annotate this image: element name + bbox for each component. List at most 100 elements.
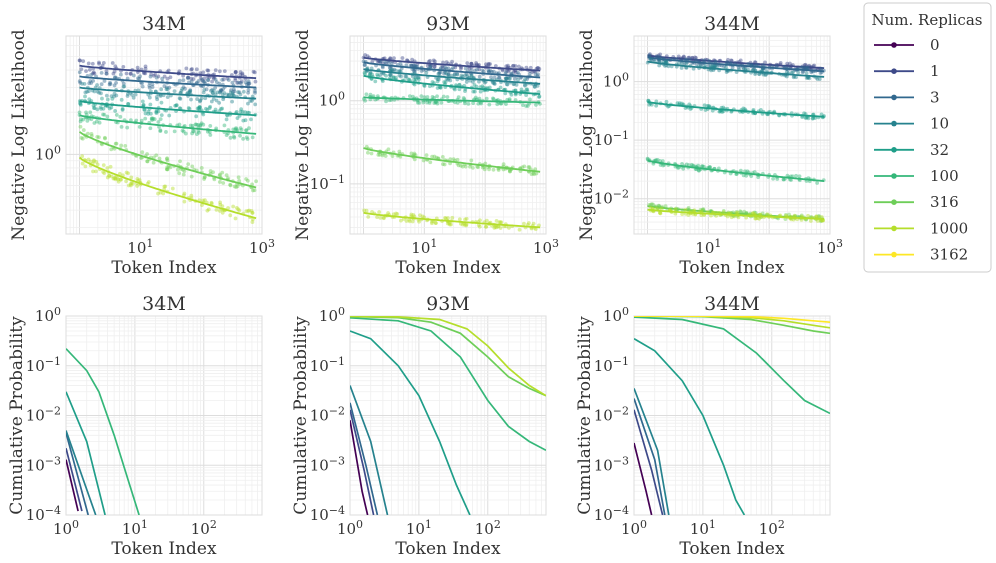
data-point [493,225,498,229]
data-point [250,220,255,224]
series-3 [361,59,541,81]
data-point [228,213,233,218]
data-point [213,68,218,73]
data-point [207,130,212,134]
legend-marker [891,251,897,258]
data-point [217,173,222,178]
data-point [85,89,89,94]
data-point [107,82,112,87]
data-point [701,207,706,212]
data-point [150,116,154,121]
data-point [154,108,159,113]
data-point [230,91,235,96]
data-point [434,155,439,160]
data-point [129,181,134,185]
data-point [456,163,461,168]
data-point [444,216,448,221]
data-point [101,163,106,168]
data-point [168,75,173,80]
data-point [450,59,454,64]
data-point [224,173,229,177]
data-point [702,58,707,63]
series-line-10 [66,430,97,515]
data-point [219,87,224,92]
data-point [682,61,687,66]
data-point [424,153,429,158]
data-point [484,96,489,101]
data-point [392,56,396,61]
data-point [794,75,798,80]
data-point [469,61,474,66]
data-point [214,207,219,212]
data-point [196,79,201,83]
data-point [114,113,119,117]
series-line-10 [634,388,670,515]
data-point [412,77,416,82]
data-point [231,134,236,139]
chart-title: 93M [426,13,470,35]
data-point [506,63,510,68]
y-tick-label: 10−1 [310,354,345,375]
legend-frame [863,2,992,273]
x-axis-label: Token Index [679,539,785,559]
data-point [364,208,369,213]
data-point [122,84,127,89]
data-point [80,81,84,86]
data-point [650,202,654,207]
data-point [189,76,194,81]
data-point [418,213,422,218]
data-point [782,64,787,69]
data-point [799,65,804,70]
data-point [386,60,391,65]
data-point [397,69,402,73]
data-point [725,60,729,65]
data-point [145,152,149,156]
data-point [463,89,467,93]
chart-title: 93M [426,293,470,315]
x-tick-label: 101 [411,237,437,258]
data-point [524,65,529,70]
data-point [446,216,450,220]
data-point [112,69,117,74]
fit-line [363,61,541,79]
data-point [753,216,758,221]
data-point [210,90,215,95]
fit-line [363,56,541,72]
data-point [404,219,409,223]
data-point [486,69,491,74]
data-point [534,171,539,176]
data-point [113,64,118,69]
data-point [649,102,654,107]
data-point [784,70,789,74]
data-point [378,215,383,220]
data-point [529,172,534,177]
data-point [477,67,482,72]
data-point [498,101,503,106]
data-point [238,133,242,138]
data-point [400,56,405,60]
data-point [211,88,216,93]
data-point [763,73,768,78]
data-point [99,70,104,75]
plot-frame [65,315,263,516]
data-point [80,161,85,166]
data-point [211,170,215,175]
data-point [146,112,151,116]
data-point [148,74,153,79]
legend-marker [891,68,897,74]
data-point [487,85,492,90]
data-point [126,92,130,96]
data-point [536,90,541,94]
data-point [113,177,118,182]
data-point [513,64,518,68]
data-point [368,92,373,97]
data-point [498,85,503,90]
series-1000 [647,205,826,223]
data-point [244,82,249,87]
data-point [226,93,231,97]
data-point [142,71,146,76]
data-point [222,69,227,74]
data-point [181,129,186,134]
data-point [118,114,123,119]
